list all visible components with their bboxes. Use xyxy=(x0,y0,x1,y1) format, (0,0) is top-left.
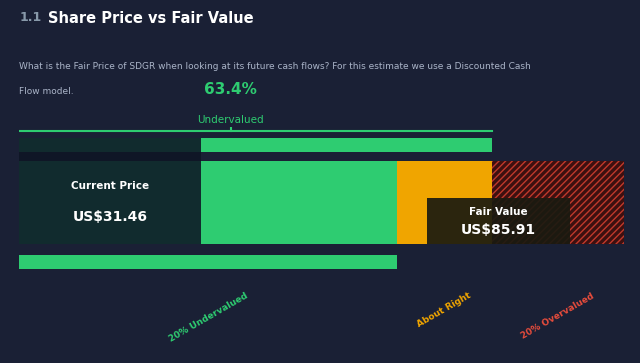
Text: 20% Undervalued: 20% Undervalued xyxy=(167,291,249,344)
Text: Undervalued: Undervalued xyxy=(198,115,264,125)
Text: What is the Fair Price of SDGR when looking at its future cash flows? For this e: What is the Fair Price of SDGR when look… xyxy=(19,62,531,71)
Bar xyxy=(19,256,397,269)
Bar xyxy=(428,197,570,244)
Text: US$31.46: US$31.46 xyxy=(72,210,147,224)
Text: About Right: About Right xyxy=(416,291,473,330)
Bar xyxy=(492,161,624,244)
Bar xyxy=(19,138,492,161)
Bar xyxy=(19,161,201,244)
Bar xyxy=(19,138,492,152)
Text: Fair Value: Fair Value xyxy=(469,207,528,216)
Bar xyxy=(492,161,624,244)
Text: Current Price: Current Price xyxy=(71,181,149,191)
Text: 63.4%: 63.4% xyxy=(204,82,257,97)
Text: Share Price vs Fair Value: Share Price vs Fair Value xyxy=(48,11,253,26)
Text: Flow model.: Flow model. xyxy=(19,87,74,96)
Bar xyxy=(19,161,397,244)
Bar xyxy=(19,138,201,161)
Text: US$85.91: US$85.91 xyxy=(461,223,536,237)
Text: 20% Overvalued: 20% Overvalued xyxy=(520,291,596,340)
Text: 1.1: 1.1 xyxy=(19,11,42,24)
Bar xyxy=(397,161,492,244)
